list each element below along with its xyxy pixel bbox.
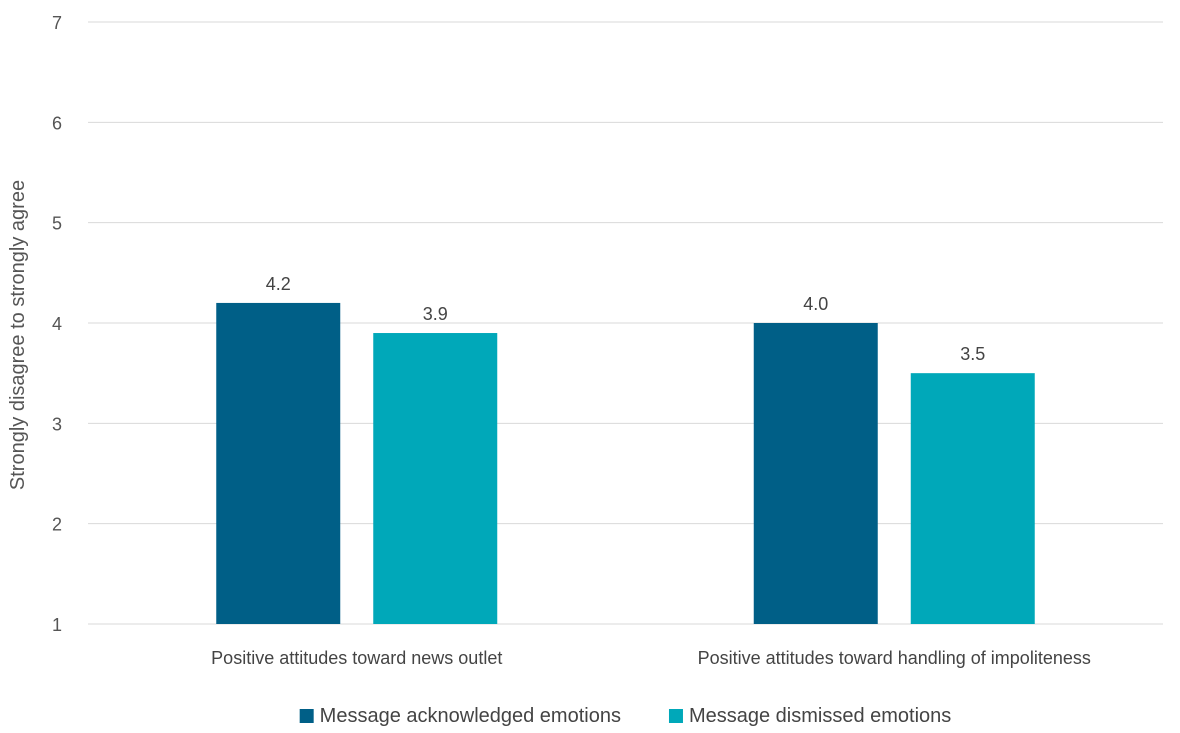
legend-label: Message dismissed emotions <box>689 705 951 727</box>
legend-label: Message acknowledged emotions <box>320 705 621 727</box>
data-label: 4.2 <box>266 274 291 294</box>
y-tick-label: 4 <box>52 314 62 334</box>
data-label: 3.5 <box>960 344 985 364</box>
legend: Message acknowledged emotions Message dis… <box>299 705 951 727</box>
y-axis-label: Strongly disagree to strongly agree <box>7 180 29 490</box>
legend-swatch <box>299 709 314 723</box>
y-tick-label: 7 <box>52 13 62 33</box>
data-label: 4.0 <box>803 294 828 314</box>
legend-item: Message acknowledged emotions <box>299 705 621 727</box>
y-tick-label: 3 <box>52 414 62 434</box>
y-tick-label: 1 <box>52 615 62 635</box>
bars: 4.2 3.9 4.0 3.5 <box>216 274 1035 624</box>
y-axis-ticks: 1 2 3 4 5 6 7 <box>52 13 62 635</box>
y-tick-label: 5 <box>52 214 62 234</box>
legend-item: Message dismissed emotions <box>668 705 951 727</box>
bar <box>753 323 878 624</box>
bar <box>373 333 498 624</box>
y-tick-label: 6 <box>52 113 62 133</box>
category-label: Positive attitudes toward news outlet <box>211 648 502 668</box>
bar <box>910 373 1035 624</box>
bar <box>216 302 341 624</box>
legend-swatch <box>668 709 683 723</box>
y-tick-label: 2 <box>52 515 62 535</box>
category-label: Positive attitudes toward handling of im… <box>698 648 1091 668</box>
data-label: 3.9 <box>423 304 448 324</box>
category-labels: Positive attitudes toward news outlet Pos… <box>211 648 1091 668</box>
